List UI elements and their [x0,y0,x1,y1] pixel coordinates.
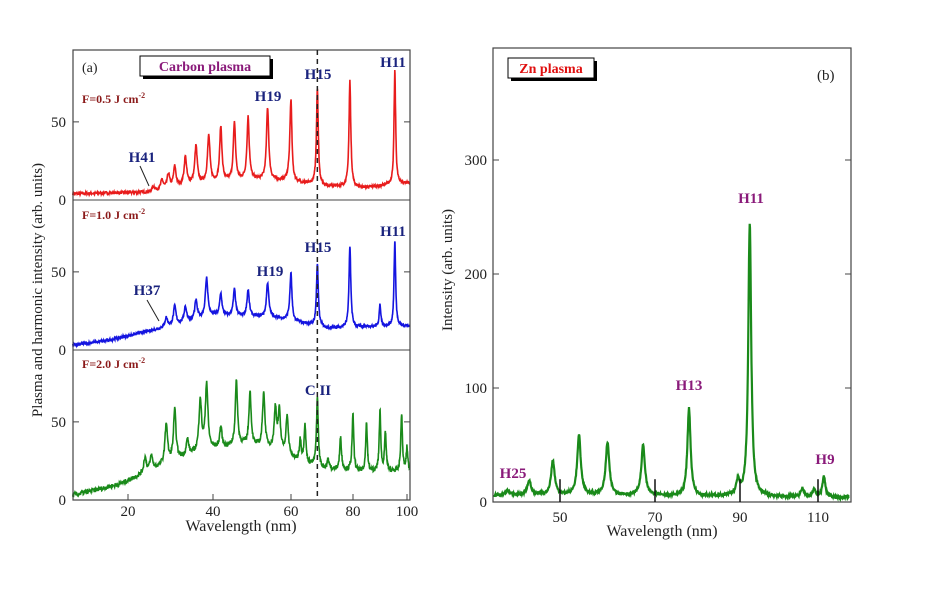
y-tick-label: 0 [59,493,67,509]
annotation-h9: H9 [815,452,834,468]
series-label-sup: -2 [139,356,146,365]
title-box [139,55,271,77]
series-label: F=2.0 J cm-2 [82,356,145,371]
zn-spectrum [492,223,850,503]
x-axis-label: Wavelength (nm) [185,518,296,535]
panel-b: 50 70 90 110 0 100 200 300 Zn plasma (b) H25 H1… [440,47,852,540]
series-label: F=1.0 J cm-2 [82,207,145,222]
annotation-h15: H15 [305,240,332,256]
x-tick-label: 90 [733,510,748,526]
annotation-h11: H11 [380,55,406,71]
chart-title: Zn plasma [519,62,582,77]
series-line-1 [72,69,411,198]
x-tick-label: 20 [121,504,136,520]
x-axis-label: Wavelength (nm) [606,523,717,540]
y-axis-label: Plasma and harmonic intensity (arb. unit… [30,163,46,417]
y-tick-label: 100 [465,381,488,397]
y-tick-label: 0 [59,343,67,359]
panel-b-ticks: 50 70 90 110 0 100 200 300 [465,153,851,526]
series-label-text: F=0.5 J cm [82,92,139,106]
annotation-arrow [139,165,150,187]
annotation-h19: H19 [257,264,284,280]
annotation-h41: H41 [129,150,156,166]
annotation-h15: H15 [305,67,332,83]
x-tick-label: 80 [346,504,361,520]
y-tick-label: 200 [465,267,488,283]
y-tick-label: 0 [480,495,488,511]
annotation-h11: H11 [380,224,406,240]
series-line [492,223,850,503]
carbon-spectra [72,69,411,498]
y-axis-label: Intensity (arb. units) [440,209,456,331]
annotation-h25: H25 [500,466,527,482]
series-label-sup: -2 [139,91,146,100]
panel-a-ticks: 20 40 60 80 100 0 50 0 50 0 50 [51,115,418,520]
y-tick-label: 300 [465,153,488,169]
series-label-text: F=2.0 J cm [82,357,139,371]
panel-a: 20 40 60 80 100 0 50 0 50 0 50 (a) Carbon plasma F… [30,49,418,535]
annotation-h37: H37 [134,283,161,299]
annotation-cii: C II [305,383,331,399]
series-label-sup: -2 [139,207,146,216]
series-label: F=0.5 J cm-2 [82,91,145,106]
annotation-h13: H13 [676,378,703,394]
x-tick-label: 110 [807,510,829,526]
panel-label: (b) [817,68,835,84]
panel-b-frame [492,47,852,503]
title-box [507,57,595,79]
series-line-2 [72,241,411,349]
chart-title: Carbon plasma [159,60,251,75]
annotation-arrow [146,299,160,322]
y-tick-label: 50 [51,415,66,431]
y-tick-label: 50 [51,115,66,131]
panel-a-frame [72,49,411,501]
annotation-h19: H19 [255,89,282,105]
series-label-text: F=1.0 J cm [82,208,139,222]
x-tick-label: 40 [206,504,221,520]
x-tick-label: 70 [648,510,663,526]
y-tick-label: 0 [59,193,67,209]
panel-label: (a) [82,61,98,76]
x-tick-label: 100 [396,504,419,520]
x-tick-label: 60 [284,504,299,520]
x-tick-label: 50 [553,510,568,526]
annotation-h11: H11 [738,191,764,207]
y-tick-label: 50 [51,265,66,281]
series-line-3 [72,379,411,498]
